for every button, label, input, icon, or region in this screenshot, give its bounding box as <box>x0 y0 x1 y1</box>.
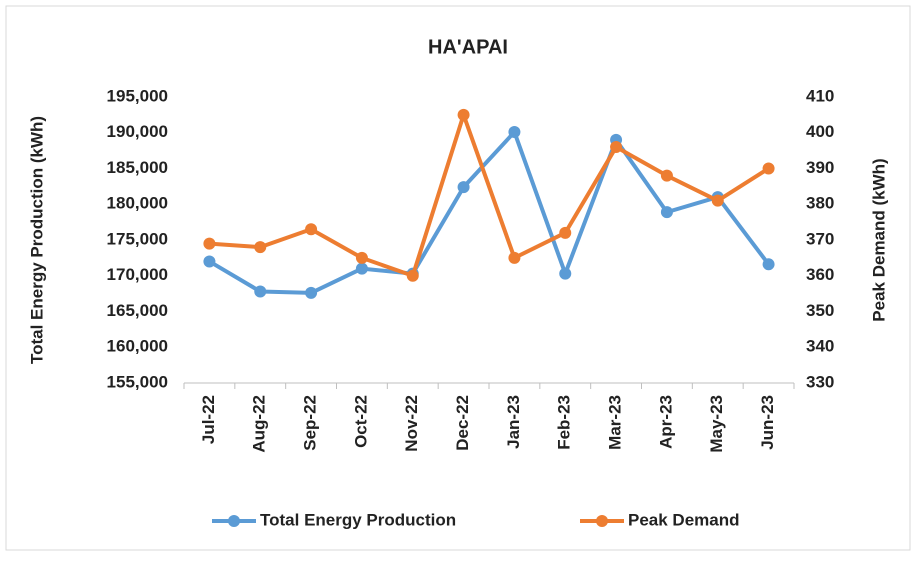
x-tick-label: Sep-22 <box>301 395 320 451</box>
x-tick-label: Jul-22 <box>199 395 218 444</box>
series-line <box>208 130 771 295</box>
data-point <box>406 269 419 282</box>
y2-axis-title: Peak Demand (kWh) <box>869 158 888 321</box>
data-point <box>305 223 318 236</box>
x-tick-label: Dec-22 <box>453 395 472 451</box>
data-point <box>508 251 521 264</box>
chart-title: HA'APAI <box>428 36 508 58</box>
data-point <box>355 251 368 264</box>
y-axis-title: Total Energy Production (kWh) <box>27 116 46 364</box>
y-tick-label: 180,000 <box>107 194 168 213</box>
x-tick-label: Feb-23 <box>555 395 574 450</box>
legend-label: Peak Demand <box>628 510 740 529</box>
x-tick-label: Oct-22 <box>351 395 370 448</box>
y-tick-label: 195,000 <box>107 86 168 105</box>
y2-tick-label: 410 <box>806 86 834 105</box>
data-point <box>660 169 673 182</box>
data-point <box>660 206 673 219</box>
data-point <box>254 285 267 298</box>
data-point <box>203 255 216 268</box>
legend-label: Total Energy Production <box>260 510 456 529</box>
y2-tick-label: 370 <box>806 229 834 248</box>
data-point <box>203 237 216 250</box>
y2-tick-label: 330 <box>806 372 834 391</box>
y2-tick-label: 390 <box>806 158 834 177</box>
data-point <box>254 241 267 254</box>
x-tick-label: Jun-23 <box>758 395 777 450</box>
y-tick-label: 160,000 <box>107 337 168 356</box>
y2-tick-label: 360 <box>806 265 834 284</box>
data-point <box>610 141 623 154</box>
data-point <box>355 262 368 275</box>
y2-tick-label: 380 <box>806 194 834 213</box>
chart-border <box>5 5 911 551</box>
legend-marker <box>596 515 608 527</box>
y-tick-label: 185,000 <box>107 158 168 177</box>
y-tick-label: 175,000 <box>107 229 168 248</box>
y-tick-label: 170,000 <box>107 265 168 284</box>
x-tick-label: Jan-23 <box>504 395 523 449</box>
legend-marker <box>228 515 240 527</box>
data-point <box>305 286 318 299</box>
x-tick-label: Aug-22 <box>250 395 269 453</box>
y2-tick-label: 400 <box>806 122 834 141</box>
data-point <box>457 181 470 194</box>
series-line <box>209 112 770 278</box>
x-tick-label: Apr-23 <box>656 395 675 449</box>
y2-tick-label: 350 <box>806 301 834 320</box>
data-point <box>762 162 775 175</box>
x-tick-label: May-23 <box>707 395 726 453</box>
data-point <box>457 108 470 121</box>
x-tick-label: Mar-23 <box>606 395 625 450</box>
y-tick-label: 190,000 <box>107 122 168 141</box>
data-point <box>559 267 572 280</box>
y2-tick-label: 340 <box>806 337 834 356</box>
y-tick-label: 165,000 <box>107 301 168 320</box>
data-point <box>711 194 724 207</box>
data-point <box>559 226 572 239</box>
y-tick-label: 155,000 <box>107 372 168 391</box>
data-point <box>508 126 521 139</box>
x-tick-label: Nov-22 <box>402 395 421 452</box>
data-point <box>762 258 775 271</box>
